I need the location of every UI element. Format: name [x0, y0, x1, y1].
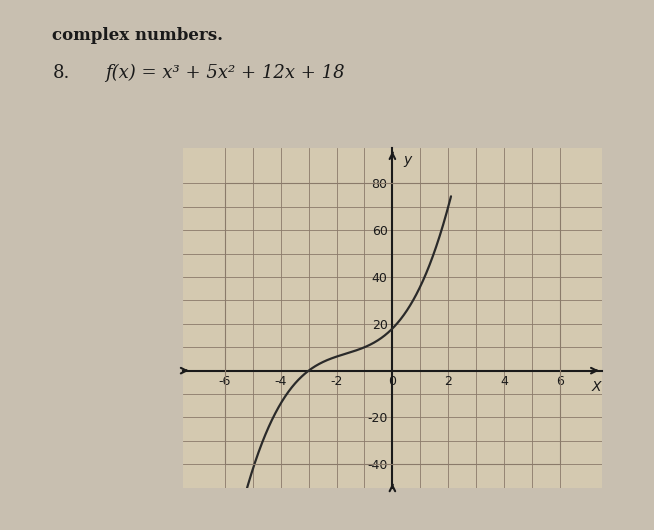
Text: 8.: 8. — [52, 64, 70, 82]
Bar — [225, 183, 560, 464]
Text: complex numbers.: complex numbers. — [52, 26, 223, 43]
Text: f(x) = x³ + 5x² + 12x + 18: f(x) = x³ + 5x² + 12x + 18 — [105, 64, 344, 82]
Text: y: y — [404, 153, 412, 167]
Text: X: X — [591, 380, 601, 394]
